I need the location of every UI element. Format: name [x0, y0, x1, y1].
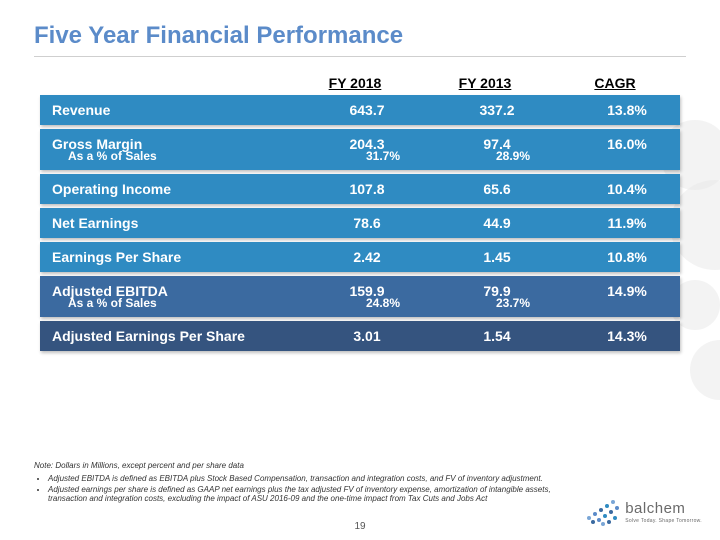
row-label: Adjusted Earnings Per Share	[52, 328, 302, 344]
title-rule	[34, 56, 686, 57]
cell-fy2018: 107.8	[302, 181, 432, 197]
col-fy2018: FY 2018	[290, 75, 420, 91]
table-header: FY 2018 FY 2013 CAGR	[40, 75, 680, 91]
logo-dots-icon	[585, 498, 619, 526]
footnote-item: Adjusted earnings per share is defined a…	[48, 485, 580, 503]
cell-cagr: 10.8%	[562, 249, 692, 265]
table-row: Operating Income 107.8 65.6 10.4%	[40, 174, 680, 204]
subcell-fy2013: 23.7%	[448, 296, 578, 310]
subcell-fy2013: 28.9%	[448, 149, 578, 163]
cell-fy2018: 3.01	[302, 328, 432, 344]
row-label: Net Earnings	[52, 215, 302, 231]
cell-cagr: 14.3%	[562, 328, 692, 344]
cell-fy2018: 2.42	[302, 249, 432, 265]
table-row: Adjusted Earnings Per Share 3.01 1.54 14…	[40, 321, 680, 351]
row-label: Earnings Per Share	[52, 249, 302, 265]
col-blank	[40, 75, 290, 91]
subcell-fy2018: 24.8%	[318, 296, 448, 310]
cell-fy2013: 44.9	[432, 215, 562, 231]
subcell-blank	[578, 149, 708, 163]
cell-cagr: 13.8%	[562, 102, 692, 118]
subcell-blank	[578, 296, 708, 310]
table-row: Revenue 643.7 337.2 13.8%	[40, 95, 680, 125]
cell-fy2013: 1.45	[432, 249, 562, 265]
table-row: Earnings Per Share 2.42 1.45 10.8%	[40, 242, 680, 272]
cell-fy2018: 78.6	[302, 215, 432, 231]
col-cagr: CAGR	[550, 75, 680, 91]
subcell-fy2018: 31.7%	[318, 149, 448, 163]
page-title: Five Year Financial Performance	[34, 22, 686, 50]
cell-fy2013: 1.54	[432, 328, 562, 344]
table-subrow: As a % of Sales 31.7% 28.9%	[40, 149, 680, 170]
table-subrow: As a % of Sales 24.8% 23.7%	[40, 296, 680, 317]
table-row-group: Gross Margin 204.3 97.4 16.0% As a % of …	[40, 129, 680, 170]
row-label: Revenue	[52, 102, 302, 118]
subrow-label: As a % of Sales	[68, 149, 318, 163]
table-row-group: Adjusted EBITDA 159.9 79.9 14.9% As a % …	[40, 276, 680, 317]
subrow-label: As a % of Sales	[68, 296, 318, 310]
cell-cagr: 10.4%	[562, 181, 692, 197]
page-number: 19	[354, 521, 365, 532]
footnotes: Note: Dollars in Millions, except percen…	[34, 461, 580, 504]
logo: balchem Solve Today. Shape Tomorrow.	[585, 498, 702, 526]
logo-tagline: Solve Today. Shape Tomorrow.	[625, 518, 702, 524]
col-fy2013: FY 2013	[420, 75, 550, 91]
note-heading: Note: Dollars in Millions, except percen…	[34, 461, 580, 470]
logo-text: balchem	[625, 500, 685, 517]
cell-fy2018: 643.7	[302, 102, 432, 118]
cell-fy2013: 337.2	[432, 102, 562, 118]
cell-fy2013: 65.6	[432, 181, 562, 197]
financial-table: FY 2018 FY 2013 CAGR Revenue 643.7 337.2…	[40, 75, 680, 351]
table-row: Net Earnings 78.6 44.9 11.9%	[40, 208, 680, 238]
cell-cagr: 11.9%	[562, 215, 692, 231]
row-label: Operating Income	[52, 181, 302, 197]
footnote-item: Adjusted EBITDA is defined as EBITDA plu…	[48, 474, 580, 483]
